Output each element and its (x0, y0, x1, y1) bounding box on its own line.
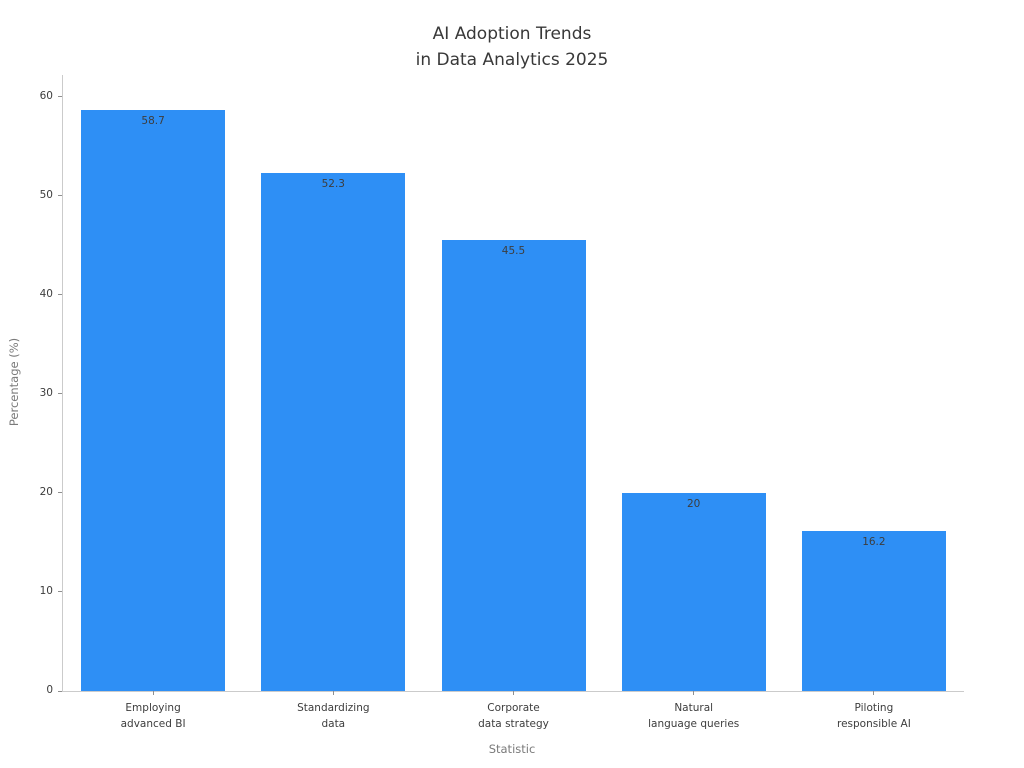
bar-value-label: 20 (687, 497, 701, 510)
x-axis-label: Statistic (488, 742, 536, 756)
x-tick-label: Standardizing data (297, 702, 370, 730)
y-tick-label: 20 (39, 485, 53, 498)
x-tick-mark (513, 691, 514, 695)
bar: 16.2 (801, 530, 946, 691)
chart-title: AI Adoption Trends in Data Analytics 202… (415, 24, 609, 71)
bar: 58.7 (81, 109, 226, 691)
x-tick-label: Employing advanced BI (120, 702, 186, 730)
y-tick-mark (58, 195, 62, 197)
x-tick-mark (873, 691, 875, 695)
x-tick-mark (693, 691, 695, 695)
x-tick-label: Piloting responsible AI (836, 702, 911, 730)
bar-value-label: 58.7 (141, 114, 165, 127)
x-tick-label: Natural language queries (648, 702, 740, 730)
y-tick-mark (58, 690, 62, 692)
bar: 45.5 (441, 240, 586, 691)
y-tick-mark (58, 492, 62, 494)
x-tick-mark (332, 691, 334, 695)
y-tick-mark (58, 294, 62, 296)
y-tick-label: 50 (39, 188, 53, 201)
y-tick-label: 10 (39, 584, 53, 597)
bar-value-label: 52.3 (321, 178, 345, 191)
y-tick-label: 40 (39, 287, 53, 300)
bar-value-label: 16.2 (862, 535, 886, 548)
y-tick-mark (58, 591, 62, 593)
y-tick-label: 30 (39, 386, 53, 399)
bar: 20 (621, 492, 766, 691)
bar-value-label: 45.5 (501, 245, 526, 258)
y-tick-mark (58, 393, 62, 395)
y-tick-mark (58, 96, 62, 98)
y-tick-label: 0 (46, 684, 53, 696)
bar: 52.3 (261, 173, 406, 691)
x-tick-mark (152, 691, 154, 695)
x-tick-label: Corporate data strategy (478, 702, 549, 730)
y-tick-label: 60 (39, 89, 53, 102)
plot-area: 0 10 20 30 40 50 60 58.7 Employing advanced BI 52… (40, 75, 964, 730)
